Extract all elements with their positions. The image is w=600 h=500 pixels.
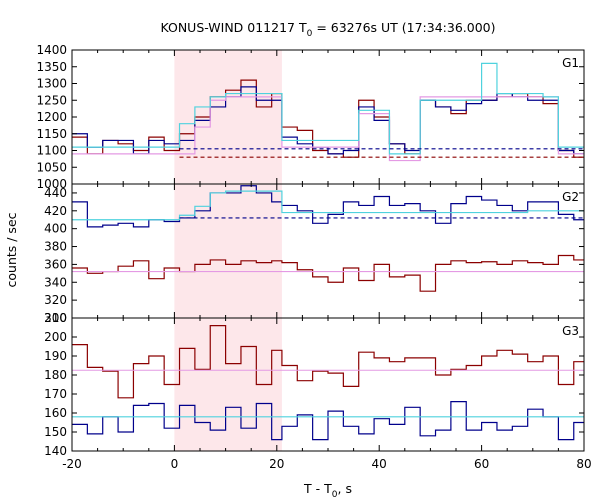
y-tick-label: 1150 [36,127,67,141]
y-tick-label: 170 [44,387,67,401]
highlight-band [174,50,282,184]
y-tick-label: 190 [44,349,67,363]
y-tick-label: 140 [44,444,67,458]
x-label-subscript: 0 [332,490,338,500]
series-step-1 [72,86,584,155]
x-tick-label: 80 [576,457,591,471]
series-step-1 [72,185,584,228]
panel-g3: 140 150 160 170 180 190 200 210 G3 [44,311,585,458]
y-tick-label: 440 [44,186,67,200]
series-group [72,62,584,162]
y-axis-label: counts / sec [4,212,19,287]
x-tick-label: 40 [372,457,387,471]
series-step-0 [72,254,584,292]
plot-layer: 100010501100115012001250130013501400G130… [36,43,591,471]
y-tick-label: 180 [44,368,67,382]
series-group [72,325,584,441]
y-tick-label: 380 [44,240,67,254]
series-step-0 [72,325,584,399]
y-tick-label: 1200 [36,110,67,124]
panel-label: G2 [562,190,579,204]
y-tick-label: 320 [44,293,67,307]
y-tick-label: 1100 [36,144,67,158]
panel-label: G1 [562,56,579,70]
x-axis-label: T - T0, s [303,481,352,500]
y-tick-label: 150 [44,425,67,439]
y-tick-label: 420 [44,204,67,218]
y-tick-label: 160 [44,406,67,420]
chart-title: KONUS-WIND 011217 T0 = 63276s UT (17:34:… [160,20,495,39]
x-tick-label: 60 [474,457,489,471]
y-tick-label: 1000 [36,177,67,191]
series-group [72,185,584,292]
title-suffix: = 63276s UT (17:34:36.000) [312,20,495,35]
y-tick-label: 1400 [36,43,67,57]
series-step-2 [72,190,584,221]
y-tick-label: 1350 [36,60,67,74]
x-tick-label: -20 [62,457,82,471]
panel-g1: 1000 1050 1100 1150 1200 1250 1300 1350 1400 G1 [36,43,585,191]
series-step-2 [72,96,584,162]
y-tick-label: 300 [44,311,67,325]
y-tick-label: 360 [44,257,67,271]
panel-label: G3 [562,324,579,338]
y-tick-label: 1300 [36,77,67,91]
y-tick-label: 400 [44,222,67,236]
x-tick-label: 20 [269,457,284,471]
y-tick-label: 1050 [36,160,67,174]
y-tick-label: 210 [44,311,67,325]
series-step-3 [72,62,584,155]
x-tick-label: 0 [171,457,179,471]
title-subscript: 0 [307,29,313,39]
y-tick-label: 340 [44,275,67,289]
panel-frame [71,49,585,185]
panel-frame [71,183,585,319]
title-prefix: KONUS-WIND 011217 T [160,20,306,35]
highlight-band [174,184,282,318]
series-step-1 [72,401,584,441]
x-label-suffix: , s [338,481,352,496]
panel-g2: 300 320 340 360 380 400 420 440 G2 [44,183,585,325]
y-tick-label: 1250 [36,93,67,107]
y-tick-label: 200 [44,330,67,344]
x-label-prefix: T - T [303,481,332,496]
